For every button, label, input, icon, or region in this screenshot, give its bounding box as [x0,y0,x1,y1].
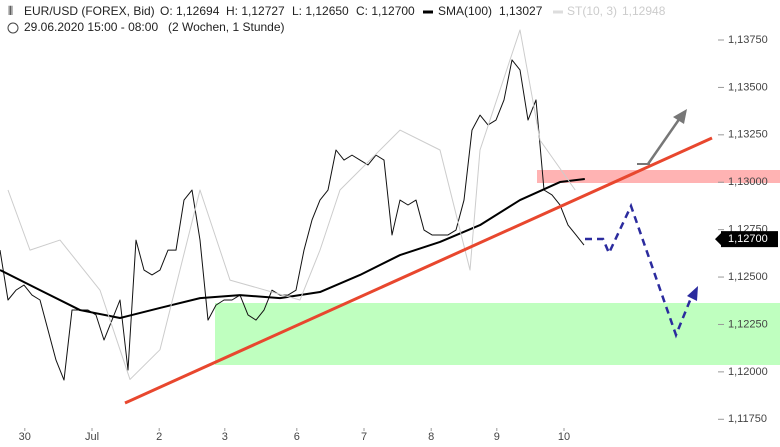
close: C: 1,12700 [356,4,415,18]
x-tick-label: 3 [222,431,228,443]
price-line [0,178,585,320]
legend-label: SMA(100) [438,4,492,18]
y-tick-label: 1,12500 [728,271,768,283]
high: H: 1,12727 [226,4,285,18]
trend-line [124,136,713,405]
y-tick-label: 1,11750 [728,413,767,425]
low: L: 1,12650 [292,4,349,18]
chart-title: EUR/USD (FOREX, Bid) [24,4,155,18]
x-tick-label: Jul [85,431,99,443]
y-tick-label: 1,13000 [728,176,768,188]
open: O: 1,12694 [160,4,220,18]
up-arrow [646,117,682,165]
price-tag [721,231,778,248]
x-tick-label: 9 [494,431,500,443]
arrow-head [673,109,687,124]
price-line [7,29,576,380]
clock-icon [7,22,19,34]
drawings [124,109,713,405]
price-tag-pointer [715,233,721,246]
x-tick-label: 7 [361,431,367,443]
legend-value: 1,13027 [499,4,543,18]
y-tick-label: 1,12000 [728,366,768,378]
period: (2 Wochen, 1 Stunde) [168,20,285,34]
legend-value: 1,12948 [622,4,666,18]
y-tick-label: 1,13250 [728,129,768,141]
y-tick-label: 1,13500 [728,81,768,93]
support-zone [215,303,780,365]
x-tick-label: 8 [428,431,434,443]
x-tick-label: 2 [156,431,162,443]
plot [0,29,585,381]
annotations [215,170,780,365]
resistance-zone [537,170,780,183]
chart-icon: ⫴ [8,4,13,18]
x-tick-label: 30 [19,431,31,443]
header: ⫴ EUR/USD (FOREX, Bid) O: 1,12694 H: 1,1… [7,4,666,34]
y-tick-label: 1,13750 [728,34,768,46]
price-line [0,59,585,381]
legend-label: ST(10, 3) [567,4,617,18]
y-tick-label: 1,12250 [728,318,768,330]
forecast-path [585,202,695,339]
x-tick-label: 10 [558,431,570,443]
price-tag-label: 1,12700 [728,233,768,245]
subtitle: 29.06.2020 15:00 - 08:00 [24,20,158,34]
arrow-head [687,286,698,301]
x-tick-label: 6 [294,431,300,443]
